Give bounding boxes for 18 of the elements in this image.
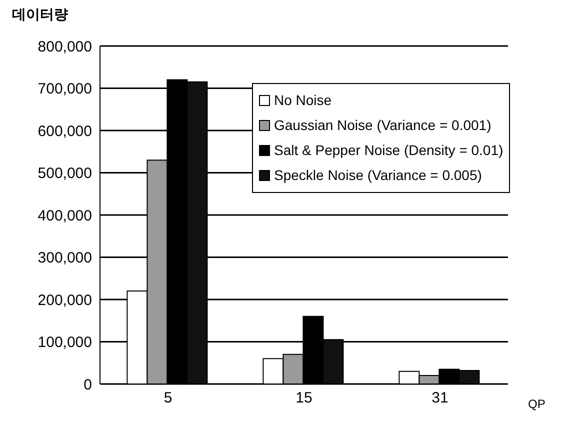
y-tick-label: 300,000 xyxy=(38,250,92,267)
legend-label: Gaussian Noise (Variance = 0.001) xyxy=(274,116,492,135)
legend-label: Speckle Noise (Variance = 0.005) xyxy=(274,166,482,185)
x-axis-title: QP xyxy=(528,397,546,411)
y-tick-label: 500,000 xyxy=(38,165,92,182)
x-tick-label: 5 xyxy=(164,390,172,407)
y-axis-title: 데이터량 xyxy=(12,6,68,24)
x-tick-label: 15 xyxy=(296,390,312,407)
y-tick-label: 200,000 xyxy=(38,292,92,309)
y-tick-label: 100,000 xyxy=(38,334,92,352)
y-tick-label: 400,000 xyxy=(38,207,92,224)
y-tick-label: 700,000 xyxy=(38,80,92,98)
y-tick-label: 600,000 xyxy=(38,122,92,140)
legend-label: Salt & Pepper Noise (Density = 0.01) xyxy=(274,141,504,160)
y-tick-label: 800,000 xyxy=(38,38,92,56)
y-tick-label: 0 xyxy=(84,376,92,394)
x-tick-label: 31 xyxy=(432,390,448,407)
legend-label: No Noise xyxy=(274,91,332,110)
